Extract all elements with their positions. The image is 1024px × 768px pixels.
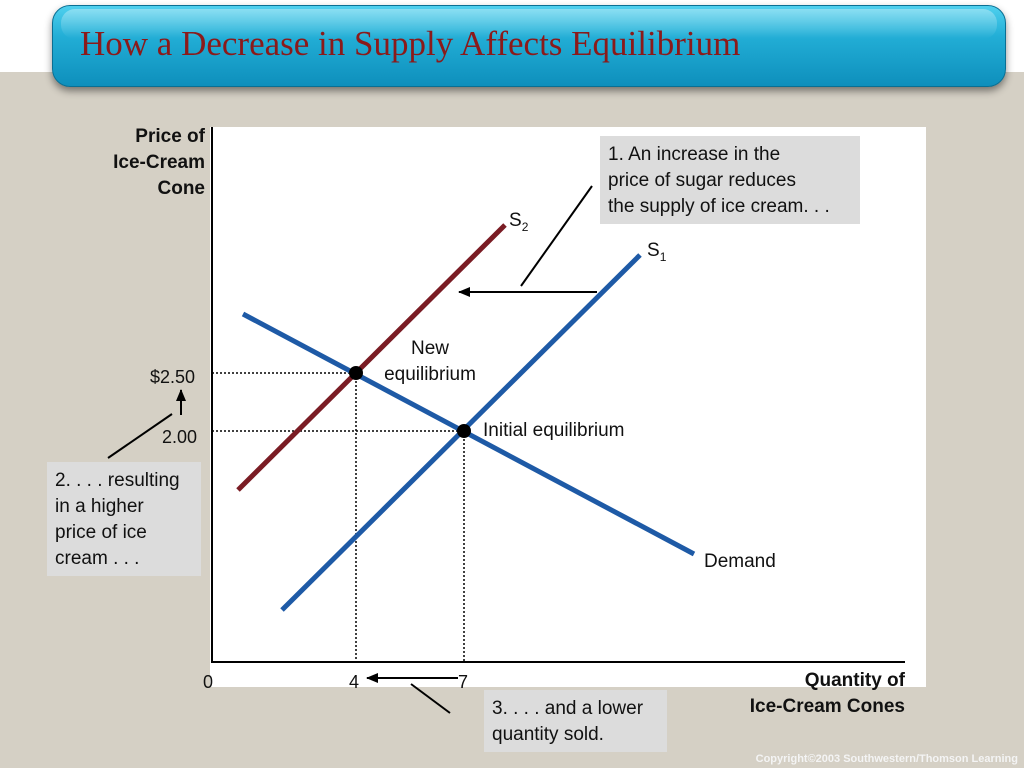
demand-label: Demand bbox=[704, 551, 776, 572]
copyright-notice: Copyright©2003 Southwestern/Thomson Lear… bbox=[755, 753, 1018, 765]
new-equilibrium-point bbox=[349, 366, 363, 380]
s2-label: S2 bbox=[509, 210, 529, 234]
y-tick-new-price: $2.50 bbox=[150, 367, 196, 387]
callout-supply-decrease: 1. An increase in the price of sugar red… bbox=[600, 136, 860, 224]
callout3-pointer bbox=[410, 683, 451, 714]
x-axis-label: Quantity of Ice-Cream Cones bbox=[749, 670, 905, 717]
slide-title: How a Decrease in Supply Affects Equilib… bbox=[80, 24, 741, 63]
y-tick-initial-price: 2.00 bbox=[162, 427, 198, 447]
callout-higher-price: 2. . . . resulting in a higher price of … bbox=[47, 462, 201, 576]
initial-equilibrium-point bbox=[457, 424, 471, 438]
callout1-pointer bbox=[520, 185, 593, 287]
new-equilibrium-label: New equilibrium bbox=[384, 338, 476, 385]
initial-equilibrium-label: Initial equilibrium bbox=[483, 420, 625, 441]
title-bar bbox=[52, 5, 1006, 87]
supply-curve-s2 bbox=[236, 223, 507, 492]
callout2-pointer bbox=[107, 413, 173, 459]
x-tick-new-quantity: 4 bbox=[349, 672, 360, 692]
origin-label: 0 bbox=[203, 672, 214, 692]
y-axis-label: Price of Ice-Cream Cone bbox=[113, 126, 205, 199]
x-tick-initial-quantity: 7 bbox=[458, 672, 469, 692]
s1-label: S1 bbox=[647, 240, 667, 264]
callout-lower-quantity: 3. . . . and a lower quantity sold. bbox=[484, 690, 667, 752]
